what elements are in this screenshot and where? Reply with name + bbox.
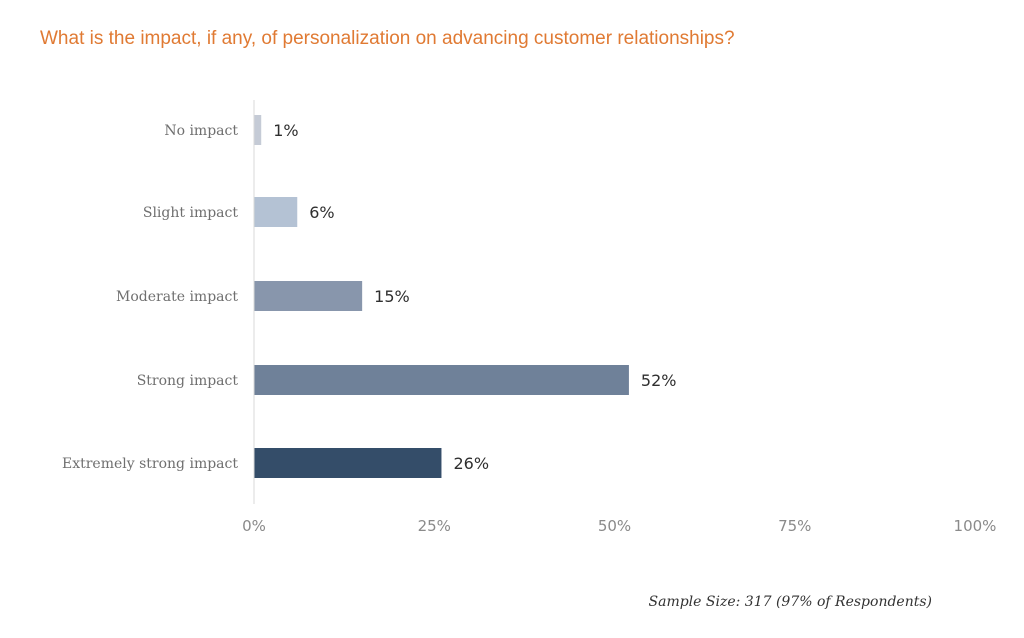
bar-no-impact (254, 115, 262, 145)
category-label: No impact (164, 123, 238, 139)
x-tick-label: 75% (778, 517, 811, 535)
category-label: Extremely strong impact (62, 456, 238, 472)
data-label: 26% (453, 454, 489, 473)
bar-strong-impact (254, 365, 629, 395)
category-label: Strong impact (137, 373, 239, 389)
category-label: Moderate impact (116, 289, 238, 305)
data-label: 52% (641, 371, 677, 390)
category-label: Slight impact (143, 205, 239, 221)
bar-moderate-impact (254, 281, 363, 311)
bar-slight-impact (254, 197, 298, 227)
sample-size-note: Sample Size: 317 (97% of Respondents) (648, 594, 933, 610)
bar-extremely-strong-impact (254, 448, 442, 478)
labels-layer: No impact 1% Slight impact 6% Moderate impac… (62, 121, 676, 473)
x-tick-label: 50% (598, 517, 631, 535)
data-label: 15% (374, 287, 410, 306)
x-tick-label: 25% (418, 517, 451, 535)
x-tick-label: 100% (954, 517, 997, 535)
bars-layer (254, 115, 629, 478)
chart-title: What is the impact, if any, of personali… (40, 28, 735, 49)
data-label: 6% (309, 203, 334, 222)
data-label: 1% (273, 121, 298, 140)
x-tick-label: 0% (242, 517, 266, 535)
ticks-layer: 0% 25% 50% 75% 100% (242, 517, 996, 535)
